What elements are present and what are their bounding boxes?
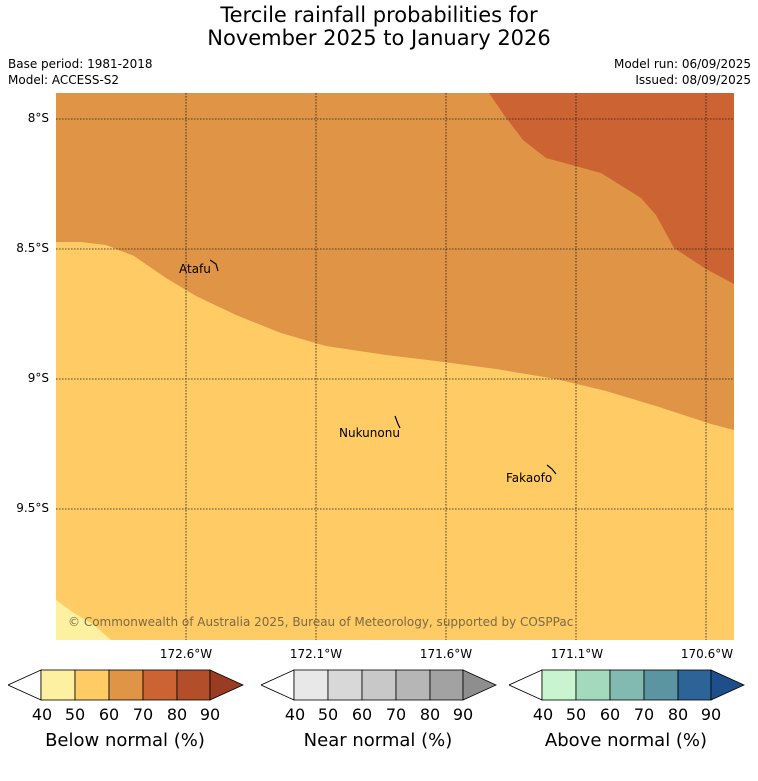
colorbar-above-seg-3 bbox=[643, 669, 679, 701]
nukunonu-outline bbox=[394, 415, 401, 429]
colorbar-near bbox=[261, 669, 497, 701]
legend-title-below: Below normal (%) bbox=[45, 730, 205, 751]
map-svg bbox=[56, 93, 734, 640]
near-tick-60: 60 bbox=[351, 705, 373, 724]
colorbar-near-under bbox=[261, 669, 295, 701]
place-label-nukunonu: Nukunonu bbox=[339, 426, 400, 440]
near-tick-70: 70 bbox=[385, 705, 407, 724]
atolls bbox=[209, 259, 557, 475]
colorbar-below-seg-3 bbox=[142, 669, 178, 701]
below-tick-70: 70 bbox=[132, 705, 154, 724]
colorbar-above-seg-0 bbox=[541, 669, 577, 701]
colorbar-above-seg-1 bbox=[575, 669, 611, 701]
colorbar-near-seg-2 bbox=[361, 669, 397, 701]
title-line-2: November 2025 to January 2026 bbox=[207, 26, 551, 50]
below-tick-50: 50 bbox=[64, 705, 86, 724]
colorbar-below-seg-2 bbox=[108, 669, 144, 701]
legend-title-above: Above normal (%) bbox=[544, 730, 708, 751]
lat-label-8-5: 8.5°S bbox=[16, 241, 49, 255]
meta-left: Base period: 1981-2018 Model: ACCESS-S2 bbox=[8, 56, 153, 88]
near-tick-40: 40 bbox=[284, 705, 306, 724]
colorbar-below-under bbox=[8, 669, 42, 701]
below-tick-80: 80 bbox=[166, 705, 188, 724]
place-label-fakaofo: Fakaofo bbox=[506, 471, 553, 485]
legend-title-near: Near normal (%) bbox=[303, 730, 453, 751]
lat-label-8: 8°S bbox=[27, 111, 49, 125]
lon-label-172-6: 172.6°W bbox=[159, 647, 213, 661]
above-tick-70: 70 bbox=[633, 705, 655, 724]
colorbar-above-seg-2 bbox=[609, 669, 645, 701]
atafu-outline bbox=[209, 259, 219, 272]
near-tick-90: 90 bbox=[452, 705, 474, 724]
base-period: Base period: 1981-2018 bbox=[8, 57, 153, 71]
below-tick-90: 90 bbox=[199, 705, 221, 724]
colorbar-near-seg-1 bbox=[327, 669, 363, 701]
above-tick-80: 80 bbox=[667, 705, 689, 724]
model-name: Model: ACCESS-S2 bbox=[8, 73, 120, 87]
colorbar-near-seg-4 bbox=[429, 669, 464, 701]
region-below-60-70 bbox=[56, 93, 734, 430]
colorbar-above bbox=[509, 669, 745, 701]
region-below-40-50 bbox=[56, 600, 111, 640]
colorbar-above-over bbox=[710, 669, 745, 701]
near-tick-80: 80 bbox=[419, 705, 441, 724]
colorbar-below-seg-1 bbox=[74, 669, 110, 701]
above-tick-50: 50 bbox=[565, 705, 587, 724]
lat-label-9: 9°S bbox=[27, 371, 49, 385]
lat-label-9-5: 9.5°S bbox=[16, 501, 49, 515]
below-tick-40: 40 bbox=[31, 705, 53, 724]
copyright-note: © Commonwealth of Australia 2025, Bureau… bbox=[68, 615, 574, 629]
colorbar-above-under bbox=[509, 669, 543, 701]
model-run: Model run: 06/09/2025 bbox=[613, 57, 751, 71]
map-panel[interactable] bbox=[56, 93, 734, 640]
map-title: Tercile rainfall probabilities for Novem… bbox=[0, 4, 758, 50]
below-tick-60: 60 bbox=[98, 705, 120, 724]
colorbar-near-over bbox=[462, 669, 497, 701]
above-tick-90: 90 bbox=[700, 705, 722, 724]
lon-label-171-1: 171.1°W bbox=[550, 647, 604, 661]
lon-label-172-1: 172.1°W bbox=[289, 647, 343, 661]
colorbar-below-seg-0 bbox=[40, 669, 76, 701]
fakaofo-outline bbox=[546, 464, 557, 475]
lon-label-171-6: 171.6°W bbox=[419, 647, 473, 661]
above-tick-60: 60 bbox=[599, 705, 621, 724]
graticule bbox=[56, 93, 734, 640]
colorbar-below-over bbox=[209, 669, 244, 701]
colorbar-below bbox=[8, 669, 244, 701]
colorbar-near-seg-0 bbox=[293, 669, 329, 701]
issued-date: Issued: 08/09/2025 bbox=[635, 73, 751, 87]
meta-right: Model run: 06/09/2025 Issued: 08/09/2025 bbox=[614, 56, 751, 88]
near-tick-50: 50 bbox=[317, 705, 339, 724]
colorbar-above-seg-4 bbox=[677, 669, 712, 701]
title-line-1: Tercile rainfall probabilities for bbox=[220, 3, 538, 27]
region-below-70-80 bbox=[489, 93, 734, 284]
above-tick-40: 40 bbox=[532, 705, 554, 724]
colorbar-below-seg-4 bbox=[176, 669, 211, 701]
colorbar-near-seg-3 bbox=[395, 669, 431, 701]
lon-label-170-6: 170.6°W bbox=[680, 647, 734, 661]
place-label-atafu: Atafu bbox=[179, 262, 211, 276]
